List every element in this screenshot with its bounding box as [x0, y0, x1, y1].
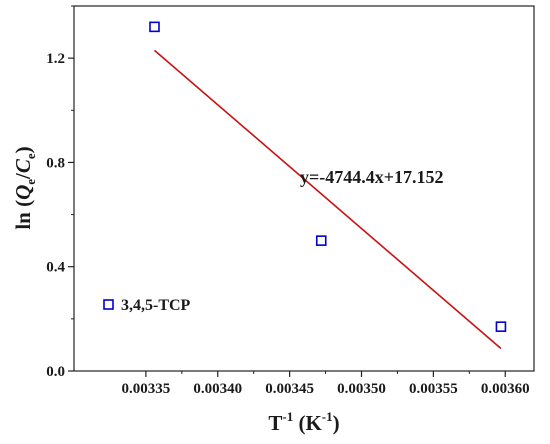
data-points: [149, 21, 507, 332]
y-tick-label: 0.4: [46, 260, 65, 276]
fit-equation: y=-4744.4x+17.152: [300, 167, 444, 187]
data-point: [149, 21, 160, 33]
y-tick-label: 0.8: [46, 155, 65, 171]
x-axis-title-base-sup: -1: [282, 409, 293, 424]
x-tick-label: 0.00360: [481, 381, 530, 397]
legend-label-3-4-5-tcp: 3,4,5-TCP: [121, 297, 191, 314]
y-tick-label: 1.2: [46, 51, 65, 67]
y-axis-title-suffix: ): [11, 146, 35, 153]
data-point: [495, 321, 507, 332]
x-axis-title-unit-sup: -1: [322, 409, 333, 424]
tick-labels: 0.00335 0.00340 0.00345 0.00350 0.00355 0.003…: [46, 51, 529, 397]
fit-line: [153, 49, 502, 350]
legend-marker-3-4-5-tcp: [103, 299, 114, 310]
x-tick-label: 0.00335: [122, 381, 171, 397]
legend: 3,4,5-TCP: [103, 297, 191, 314]
plot-frame: [73, 5, 535, 372]
data-point: [315, 235, 327, 246]
y-axis-title-q-sub: e: [23, 179, 38, 185]
x-tick-label: 0.00350: [337, 381, 386, 397]
axis-ticks: [68, 5, 506, 377]
y-axis-title-prefix: ln (: [11, 200, 35, 230]
fit-line-group: [153, 49, 502, 350]
y-tick-label: 0.0: [46, 364, 65, 380]
x-tick-label: 0.00340: [193, 381, 242, 397]
x-axis-title-base: T: [268, 411, 282, 435]
x-axis-title: T-1 (K-1): [268, 409, 339, 435]
x-tick-label: 0.00345: [265, 381, 314, 397]
x-axis-title-unit-close: ): [333, 411, 340, 435]
y-axis-title-c-sub: e: [23, 153, 38, 159]
y-axis-title-slash: /: [11, 172, 35, 180]
x-tick-label: 0.00355: [409, 381, 458, 397]
y-axis-title: ln (Qe/Ce): [11, 146, 38, 229]
x-axis-title-unit-open: (K: [293, 411, 322, 435]
y-axis-title-q: Q: [11, 185, 35, 200]
y-axis-title-c: C: [11, 158, 35, 173]
